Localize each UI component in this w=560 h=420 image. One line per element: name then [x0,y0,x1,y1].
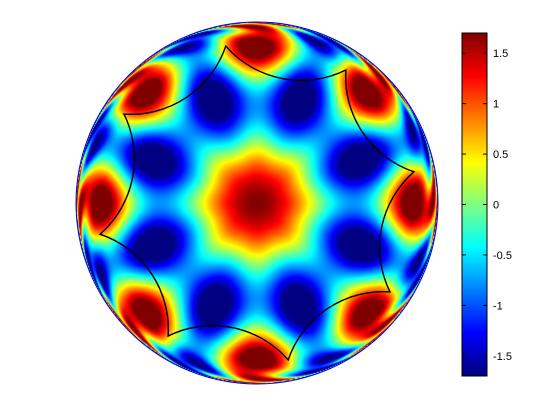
colorbar-ticks: 1.5 1 0.5 0 -0.5 -1 -1.5 [462,48,512,363]
heatmap-field [76,22,438,384]
disk-plot [75,21,439,385]
colorbar-tick-label: 1.5 [493,48,508,60]
hyperbolic-octagon-curve [98,44,416,362]
colorbar: 1.5 1 0.5 0 -0.5 -1 -1.5 [461,32,512,377]
colorbar-tick-label: 0.5 [493,149,508,161]
colorbar-tick-label: -0.5 [493,250,512,262]
colorbar-tick-label: -1 [493,300,503,312]
colorbar-gradient [462,33,487,376]
disk-outline [75,21,439,385]
colorbar-tick-label: -1.5 [493,351,512,363]
colorbar-tick-label: 0 [493,200,499,212]
colorbar-tick-label: 1 [493,99,499,111]
